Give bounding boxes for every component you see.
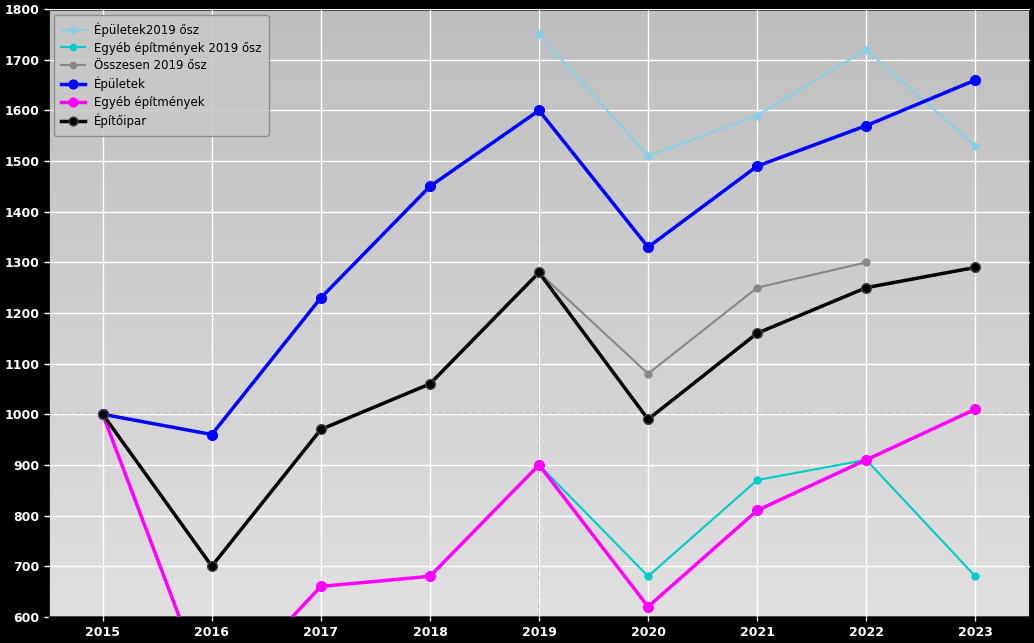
Egyéb építmények 2019 ősz [860,456,873,464]
Összesen 2019 ősz [533,269,545,276]
Épületek2019 ősz [860,46,873,53]
Line: Épületek: Épületek [98,75,980,439]
Építőipar [96,410,109,418]
Egyéb építmények 2019 ősz [642,572,655,580]
Építőipar [314,426,327,433]
Épületek [314,294,327,302]
Line: Összesen 2019 ősz: Összesen 2019 ősz [536,259,870,377]
Összesen 2019 ősz [860,258,873,266]
Legend: Épületek2019 ősz, Egyéb építmények 2019 ősz, Összesen 2019 ősz, Épületek, Egyéb : Épületek2019 ősz, Egyéb építmények 2019 … [54,15,269,136]
Egyéb építmények [314,583,327,590]
Line: Épületek2019 ősz: Épületek2019 ősz [536,31,979,159]
Összesen 2019 ősz [642,370,655,377]
Egyéb építmények [860,456,873,464]
Egyéb építmények [533,461,545,469]
Egyéb építmények [969,405,981,413]
Egyéb építmények [751,507,763,514]
Egyéb építmények [642,603,655,611]
Építőipar [206,563,218,570]
Egyéb építmények [424,572,436,580]
Egyéb építmények 2019 ősz [751,476,763,484]
Épületek [96,410,109,418]
Line: Egyéb építmények 2019 ősz: Egyéb építmények 2019 ősz [536,457,979,580]
Épületek2019 ősz [533,31,545,39]
Épületek [206,431,218,439]
Egyéb építmények [96,410,109,418]
Épületek [969,77,981,84]
Line: Építőipar: Építőipar [98,262,980,571]
Épületek [424,183,436,190]
Épületek [860,122,873,129]
Épületek [533,107,545,114]
Line: Egyéb építmények: Egyéb építmények [98,404,980,643]
Épületek2019 ősz [969,142,981,150]
Egyéb építmények 2019 ősz [969,572,981,580]
Épületek [642,243,655,251]
Építőipar [969,264,981,271]
Építőipar [424,380,436,388]
Egyéb építmények 2019 ősz [533,461,545,469]
Építőipar [533,269,545,276]
Építőipar [751,329,763,337]
Építőipar [642,415,655,423]
Építőipar [860,284,873,291]
Épületek [751,162,763,170]
Épületek2019 ősz [751,112,763,120]
Összesen 2019 ősz [751,284,763,291]
Épületek2019 ősz [642,152,655,160]
